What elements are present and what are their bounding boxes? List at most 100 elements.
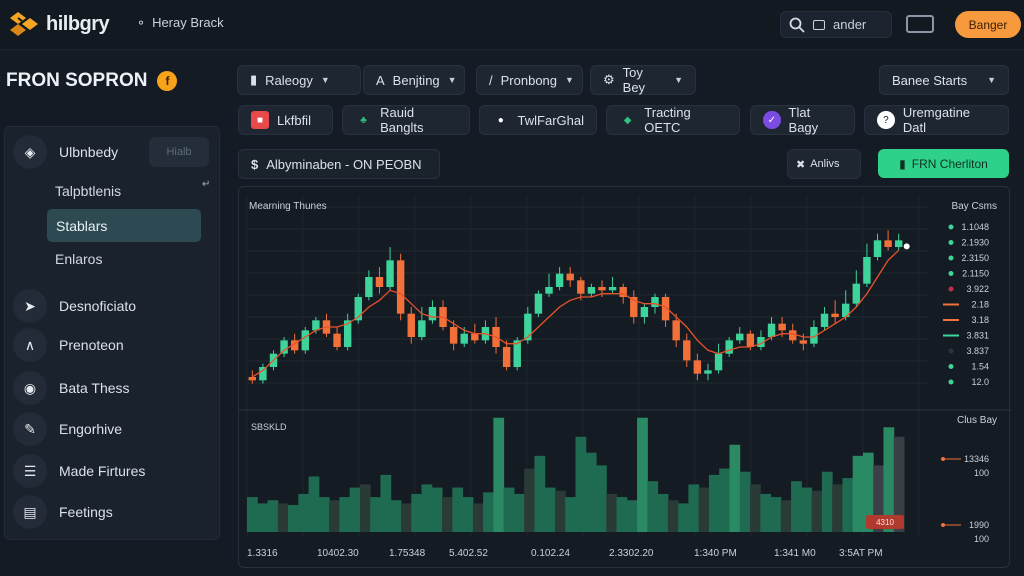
- price-marker: [948, 255, 954, 261]
- rocket-icon: ➤: [13, 289, 47, 323]
- page-title: FRON SOPRON f: [6, 70, 178, 92]
- volume-label: 13346: [964, 454, 989, 464]
- volume-bar: [513, 493, 525, 532]
- filter-dropdown[interactable]: ⚙ Toy Bey ▼: [590, 65, 696, 95]
- candle: [757, 337, 765, 347]
- volume-bar: [667, 500, 679, 532]
- volume-bar: [616, 497, 628, 532]
- list-icon: ☰: [13, 454, 47, 488]
- volume-bar: [493, 417, 505, 532]
- price-marker: [948, 286, 954, 292]
- price-chart[interactable]: Mearning Thunes Bay Csms SBSKLD Clus Bay 1.1…: [239, 187, 1011, 569]
- price-label: 2.3150: [961, 253, 989, 263]
- chip[interactable]: ■ Lkfbfil: [238, 105, 333, 135]
- candle: [354, 297, 362, 321]
- sidebar-item[interactable]: ▤ Feetings: [13, 495, 113, 529]
- chip[interactable]: ✓ Tlat Bagy: [750, 105, 855, 135]
- candle: [502, 347, 511, 367]
- pin-icon: ↵: [202, 179, 211, 190]
- volume-bar: [257, 503, 269, 532]
- candle: [661, 297, 670, 321]
- sidebar-sub-item-active[interactable]: Stablars: [47, 209, 201, 242]
- volume-bar: [544, 487, 556, 532]
- filter-label: Pronbong: [500, 72, 558, 88]
- chip[interactable]: ? Uremgatine Datl: [864, 105, 1009, 135]
- x-axis-label: 10402.30: [317, 548, 359, 559]
- sort-select[interactable]: Banee Starts ▼: [879, 65, 1009, 95]
- volume-bar: [647, 481, 659, 532]
- filter-dropdown[interactable]: ▮ Raleogy ▼: [237, 65, 361, 95]
- search-text: ander: [833, 17, 867, 32]
- bell-icon: ⚬: [136, 15, 147, 30]
- volume-bar: [339, 497, 351, 532]
- app-logo[interactable]: hilbgry: [8, 10, 110, 38]
- filter-label: Benjting: [392, 72, 440, 88]
- chat-icon: ◉: [13, 371, 47, 405]
- sidebar-item-label: Engorhive: [59, 421, 123, 437]
- price-label: 12.0: [971, 377, 989, 387]
- sidebar-item[interactable]: ☰ Made Firtures: [13, 454, 145, 488]
- sidebar-item[interactable]: ◉ Bata Thess: [13, 371, 130, 405]
- price-label: 3.837: [966, 346, 989, 356]
- search-box[interactable]: ander: [780, 11, 892, 38]
- volume-bar: [565, 497, 576, 532]
- candle: [343, 320, 352, 347]
- candle: [375, 277, 384, 287]
- filter-dropdown[interactable]: A Benjting ▼: [363, 65, 465, 95]
- check-icon: ✓: [763, 111, 781, 129]
- volume-bar: [390, 500, 402, 532]
- chip[interactable]: ● TwlFarGhal: [479, 105, 597, 135]
- candle: [418, 320, 426, 337]
- sidebar: ◈ Ulbnbedy Hialb Talpbtlenis ↵ Stablars …: [4, 126, 220, 540]
- last-price-dot: [903, 243, 910, 250]
- chevron-down-icon: ▼: [674, 75, 683, 85]
- top-nav-link[interactable]: ⚬ Heray Brack: [136, 15, 224, 30]
- volume-bar: [442, 497, 453, 532]
- price-label: 2.1930: [961, 238, 989, 248]
- sidebar-item[interactable]: ∧ Prenoteon: [13, 328, 124, 362]
- sidebar-badge[interactable]: Hialb: [149, 137, 209, 167]
- volume-bar: [862, 452, 874, 532]
- volume-bar: [452, 487, 464, 532]
- card-icon: [813, 19, 825, 30]
- volume-bar: [606, 493, 618, 532]
- volume-bar: [349, 487, 361, 532]
- sidebar-item[interactable]: ➤ Desnoficiato: [13, 289, 136, 323]
- primary-action-button[interactable]: ▮ FRN Cherliton: [878, 149, 1009, 178]
- candle: [587, 287, 596, 294]
- volume-bar: [852, 455, 864, 532]
- volume-bar: [267, 500, 279, 532]
- top-nav-link-label: Heray Brack: [152, 15, 224, 30]
- candle: [683, 340, 691, 361]
- candle: [714, 353, 723, 371]
- candle: [365, 277, 373, 297]
- price-marker: [948, 364, 954, 369]
- sidebar-sub-item[interactable]: Enlaros: [55, 251, 103, 267]
- candle: [460, 333, 468, 344]
- filter-dropdown[interactable]: / Pronbong ▼: [476, 65, 583, 95]
- dollar-icon: $: [251, 156, 259, 172]
- chip-label: Lkfbfil: [277, 112, 311, 128]
- sidebar-item[interactable]: ✎ Engorhive: [13, 412, 122, 446]
- sidebar-sub-item[interactable]: Talpbtlenis: [55, 183, 122, 199]
- coin-icon: f: [157, 71, 178, 91]
- volume-bar: [483, 492, 494, 532]
- top-cta-button[interactable]: Banger: [955, 11, 1021, 38]
- volume-bar: [400, 503, 412, 532]
- pair-selector[interactable]: $ Albyminaben - ON PEOBN: [238, 149, 440, 179]
- wallet-icon[interactable]: [906, 15, 934, 33]
- document-icon: ▤: [13, 495, 47, 529]
- volume-bar: [637, 417, 648, 532]
- sidebar-group[interactable]: ◈ Ulbnbedy: [13, 135, 118, 169]
- analysis-button[interactable]: ✖ Anlivs: [787, 149, 861, 179]
- bag-icon: ▮: [250, 72, 258, 87]
- x-axis-label: 1.75348: [389, 548, 426, 559]
- volume-bar: [534, 455, 546, 532]
- candle: [746, 333, 755, 347]
- price-label: 1.1048: [961, 222, 989, 232]
- price-marker: [948, 240, 954, 245]
- chip[interactable]: ♣ Rauid Banglts: [342, 105, 470, 135]
- diamond-outline-icon: ◈: [13, 135, 47, 169]
- filter-label: Raleogy: [265, 72, 313, 88]
- chip[interactable]: ◆ Tracting OETC: [606, 105, 740, 135]
